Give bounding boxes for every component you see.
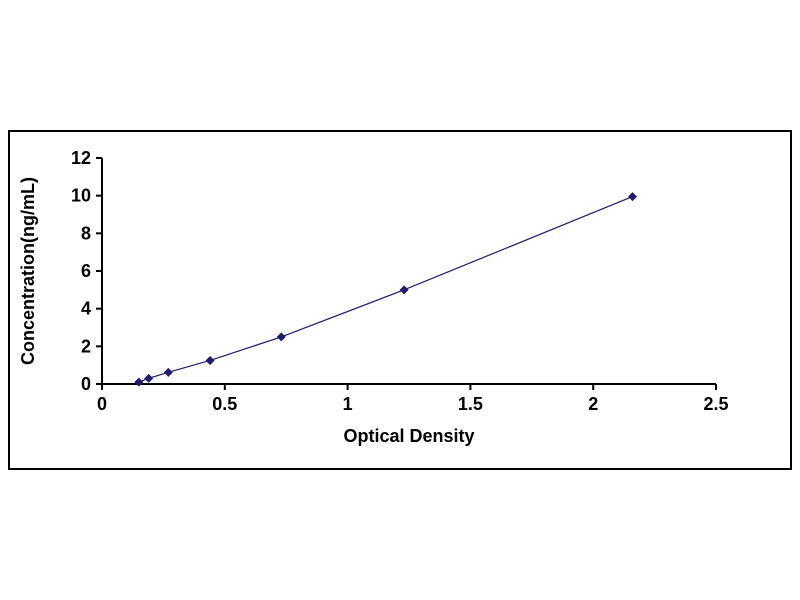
y-tick-label: 6: [81, 261, 91, 281]
data-point-marker: [144, 373, 154, 383]
data-point-marker: [276, 332, 286, 342]
x-tick-label: 0: [97, 394, 107, 414]
y-axis-title: Concentration(ng/mL): [18, 177, 38, 365]
data-point-marker: [134, 377, 144, 387]
data-point-marker: [627, 192, 637, 202]
data-point-marker: [205, 355, 215, 365]
series-line: [138, 196, 633, 383]
x-tick-label: 0.5: [212, 394, 237, 414]
y-tick-label: 2: [81, 336, 91, 356]
x-tick-label: 2.5: [703, 394, 728, 414]
data-point-marker: [163, 367, 173, 377]
plot-area: 0 0.5 1 1.5 2 2.5 0 2 4 6 8 10 12: [71, 148, 729, 414]
data-point-marker: [399, 285, 409, 295]
x-tick-label: 1: [343, 394, 353, 414]
standard-curve-chart: Optical Density Concentration(ng/mL) 0 0.…: [18, 148, 729, 446]
x-tick-label: 1.5: [458, 394, 483, 414]
chart-figure: Optical Density Concentration(ng/mL) 0 0.…: [8, 130, 792, 470]
y-tick-label: 8: [81, 223, 91, 243]
y-tick-label: 4: [81, 299, 91, 319]
x-axis-title: Optical Density: [343, 426, 474, 446]
y-tick-label: 0: [81, 374, 91, 394]
x-tick-label: 2: [588, 394, 598, 414]
y-tick-label: 12: [71, 148, 91, 168]
y-tick-label: 10: [71, 186, 91, 206]
